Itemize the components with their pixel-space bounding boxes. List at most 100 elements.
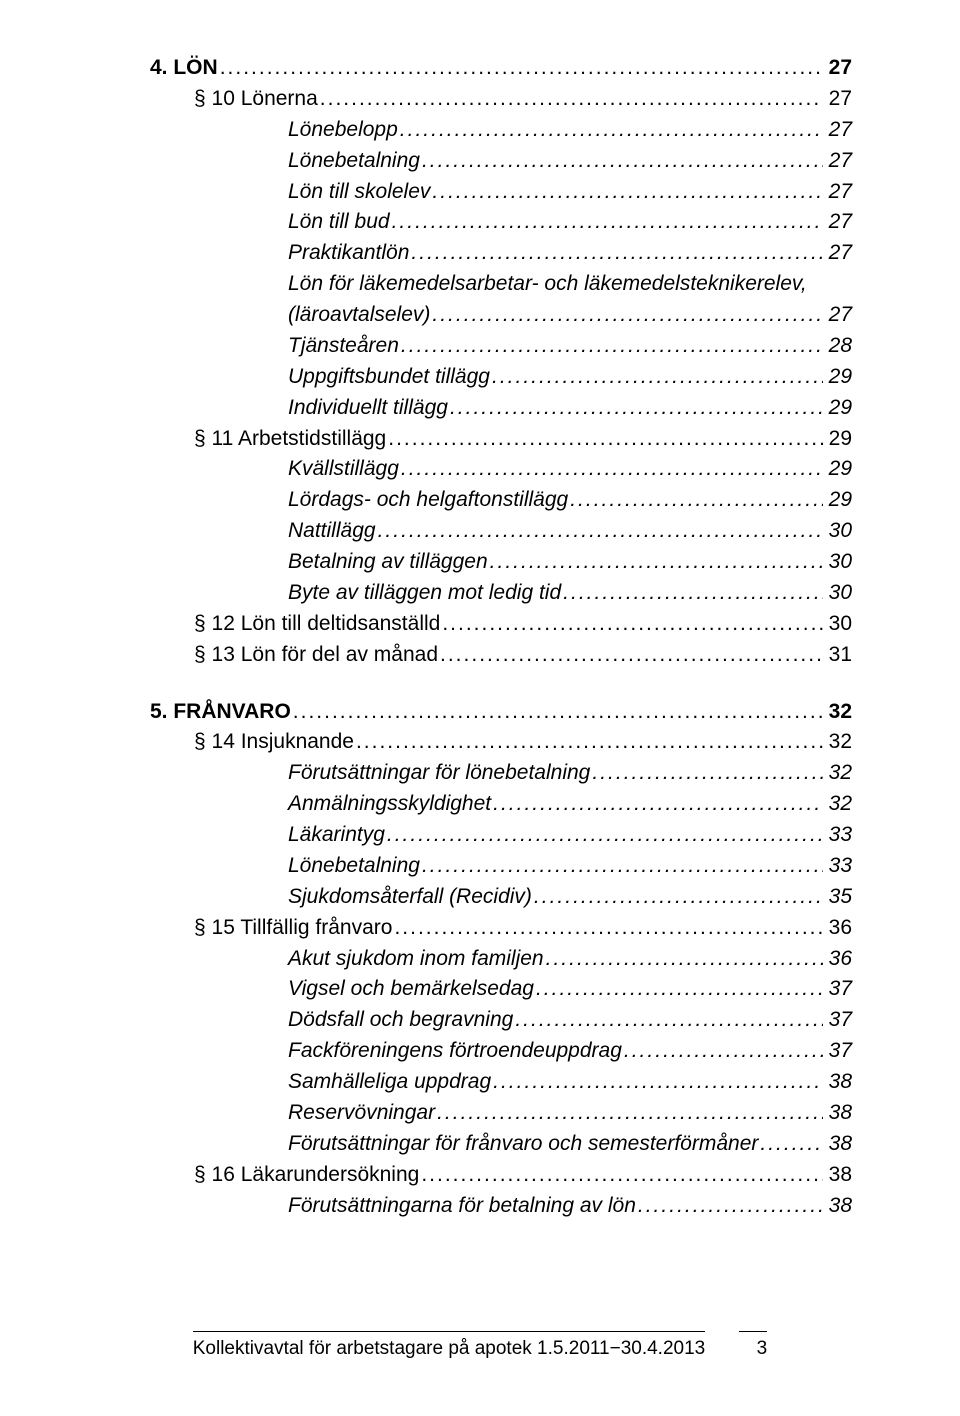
toc-leader-dots: ........................................…: [293, 699, 823, 726]
toc-row: Förutsättningar för lönebetalning.......…: [150, 760, 852, 787]
toc-row: Lönebelopp..............................…: [150, 117, 852, 144]
toc-leader-dots: ........................................…: [760, 1131, 822, 1158]
toc-leader-dots: ........................................…: [493, 1069, 823, 1096]
toc-row: Dödsfall och begravning.................…: [150, 1007, 852, 1034]
toc-label: Kvällstillägg: [288, 456, 399, 483]
toc-label: 5. FRÅNVARO: [150, 699, 291, 726]
toc-row: 5. FRÅNVARO.............................…: [150, 699, 852, 726]
toc-leader-dots: ........................................…: [422, 148, 823, 175]
toc-label: Individuellt tillägg: [288, 395, 448, 422]
table-of-contents: 4. LÖN..................................…: [150, 55, 852, 1219]
toc-page-number: 27: [825, 240, 852, 267]
toc-row: Tjänsteåren.............................…: [150, 333, 852, 360]
toc-row: Reservövningar..........................…: [150, 1100, 852, 1127]
toc-row: (läroavtalselev)........................…: [150, 302, 852, 329]
toc-row: Sjukdomsåterfall (Recidiv)..............…: [150, 884, 852, 911]
toc-label: § 15 Tillfällig frånvaro: [194, 915, 392, 942]
toc-page-number: 35: [825, 884, 852, 911]
toc-page-number: 27: [825, 55, 852, 82]
toc-page-number: 27: [825, 86, 852, 113]
toc-page-number: 37: [825, 976, 852, 1003]
toc-label: Lön för läkemedelsarbetar- och läkemedel…: [288, 271, 807, 298]
toc-page-number: 29: [825, 364, 852, 391]
toc-row: § 11 Arbetstidstillägg..................…: [150, 426, 852, 453]
toc-page-number: 38: [825, 1069, 852, 1096]
toc-page-number: 37: [825, 1038, 852, 1065]
toc-row: § 13 Lön för del av månad...............…: [150, 642, 852, 669]
toc-label: Dödsfall och begravning: [288, 1007, 513, 1034]
toc-row: Lön till bud............................…: [150, 209, 852, 236]
toc-row: Lördags- och helgaftonstillägg..........…: [150, 487, 852, 514]
toc-label: Lördags- och helgaftonstillägg: [288, 487, 568, 514]
toc-leader-dots: ........................................…: [356, 729, 823, 756]
toc-row: § 10 Lönerna............................…: [150, 86, 852, 113]
toc-label: Fackföreningens förtroendeuppdrag: [288, 1038, 622, 1065]
toc-row: 4. LÖN..................................…: [150, 55, 852, 82]
toc-page-number: 38: [825, 1131, 852, 1158]
page: 4. LÖN..................................…: [0, 0, 960, 1416]
toc-leader-dots: ........................................…: [570, 487, 822, 514]
toc-label: Förutsättningarna för betalning av lön: [288, 1193, 636, 1220]
toc-leader-dots: ........................................…: [638, 1193, 823, 1220]
toc-leader-dots: ........................................…: [388, 426, 822, 453]
toc-page-number: 32: [825, 760, 852, 787]
toc-row: Akut sjukdom inom familjen..............…: [150, 946, 852, 973]
toc-page-number: 27: [825, 117, 852, 144]
toc-label: § 10 Lönerna: [194, 86, 318, 113]
toc-label: § 13 Lön för del av månad: [194, 642, 438, 669]
toc-label: Betalning av tilläggen: [288, 549, 488, 576]
toc-page-number: 30: [825, 549, 852, 576]
toc-page-number: 30: [825, 611, 852, 638]
toc-leader-dots: ........................................…: [440, 642, 823, 669]
footer-inner: Kollektivavtal för arbetstagare på apote…: [193, 1331, 767, 1360]
toc-leader-dots: ........................................…: [411, 240, 822, 267]
toc-row: § 12 Lön till deltidsanställd...........…: [150, 611, 852, 638]
toc-page-number: 38: [825, 1162, 852, 1189]
toc-page-number: 27: [825, 209, 852, 236]
toc-page-number: 36: [825, 915, 852, 942]
toc-label: Lön till bud: [288, 209, 390, 236]
toc-leader-dots: ........................................…: [437, 1100, 823, 1127]
toc-page-number: 27: [825, 302, 852, 329]
toc-leader-dots: ........................................…: [392, 209, 823, 236]
toc-row: Anmälningsskyldighet....................…: [150, 791, 852, 818]
toc-row: Lönebetalning...........................…: [150, 148, 852, 175]
toc-page-number: 38: [825, 1193, 852, 1220]
toc-leader-dots: ........................................…: [394, 915, 822, 942]
toc-leader-dots: ........................................…: [400, 117, 823, 144]
toc-row: Förutsättningar för frånvaro och semeste…: [150, 1131, 852, 1158]
toc-row: Vigsel och bemärkelsedag................…: [150, 976, 852, 1003]
toc-label: Lönebetalning: [288, 148, 420, 175]
toc-leader-dots: ........................................…: [563, 580, 822, 607]
toc-leader-dots: ........................................…: [536, 976, 823, 1003]
toc-label: Sjukdomsåterfall (Recidiv): [288, 884, 532, 911]
toc-row: Individuellt tillägg....................…: [150, 395, 852, 422]
toc-row: § 14 Insjuknande........................…: [150, 729, 852, 756]
toc-page-number: 31: [825, 642, 852, 669]
toc-page-number: 38: [825, 1100, 852, 1127]
toc-row: § 15 Tillfällig frånvaro................…: [150, 915, 852, 942]
toc-label: Läkarintyg: [288, 822, 385, 849]
toc-row: Lönebetalning...........................…: [150, 853, 852, 880]
toc-leader-dots: ........................................…: [492, 364, 823, 391]
toc-page-number: 32: [825, 699, 852, 726]
toc-row: Förutsättningarna för betalning av lön..…: [150, 1193, 852, 1220]
toc-leader-dots: ........................................…: [534, 884, 823, 911]
toc-leader-dots: ........................................…: [401, 333, 823, 360]
toc-page-number: 32: [825, 729, 852, 756]
toc-label: Byte av tilläggen mot ledig tid: [288, 580, 561, 607]
toc-label: § 16 Läkarundersökning: [194, 1162, 419, 1189]
toc-label: 4. LÖN: [150, 55, 218, 82]
toc-leader-dots: ........................................…: [624, 1038, 823, 1065]
toc-row: Byte av tilläggen mot ledig tid.........…: [150, 580, 852, 607]
toc-leader-dots: ........................................…: [442, 611, 822, 638]
footer: Kollektivavtal för arbetstagare på apote…: [0, 1331, 960, 1360]
toc-row: Betalning av tilläggen..................…: [150, 549, 852, 576]
toc-leader-dots: ........................................…: [220, 55, 823, 82]
toc-label: Reservövningar: [288, 1100, 435, 1127]
toc-page-number: 29: [825, 395, 852, 422]
toc-label: Lönebetalning: [288, 853, 420, 880]
toc-leader-dots: ........................................…: [387, 822, 823, 849]
toc-label: Förutsättningar för frånvaro och semeste…: [288, 1131, 758, 1158]
toc-leader-dots: ........................................…: [432, 302, 822, 329]
